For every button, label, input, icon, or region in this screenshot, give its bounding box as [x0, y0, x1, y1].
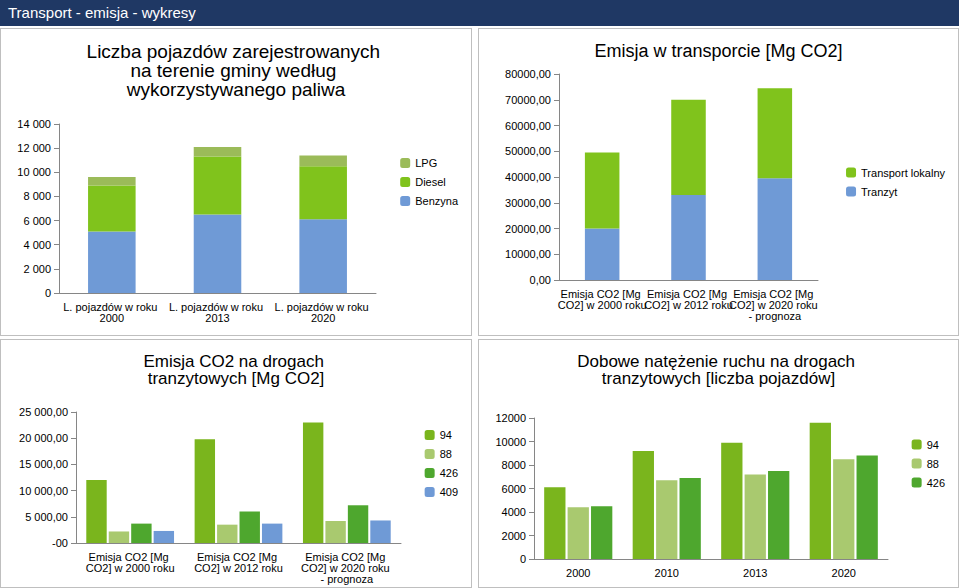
svg-text:40000,00: 40000,00 — [505, 171, 551, 183]
svg-text:tranzytowych [liczba pojazdów]: tranzytowych [liczba pojazdów] — [602, 369, 835, 388]
svg-text:88: 88 — [440, 448, 452, 460]
svg-text:2000: 2000 — [100, 312, 124, 324]
svg-text:2013: 2013 — [743, 567, 767, 579]
svg-text:409: 409 — [440, 486, 458, 498]
html-text:Transport - emisja - wykresy: Transport - emisja - wykresy — [8, 4, 196, 21]
svg-text:Emisja w transporcie [Mg CO2]: Emisja w transporcie [Mg CO2] — [594, 41, 842, 61]
svg-text:0: 0 — [520, 553, 526, 565]
svg-text:60000,00: 60000,00 — [505, 120, 551, 132]
svg-text:Emisja CO2 [Mg: Emisja CO2 [Mg — [196, 550, 281, 563]
svg-text:-00: -00 — [52, 537, 68, 549]
svg-text:Diesel: Diesel — [415, 176, 446, 188]
svg-text:L. pojazdów w roku: L. pojazdów w roku — [63, 300, 161, 313]
svg-text:8 000: 8 000 — [23, 190, 51, 202]
svg-text:Emisja CO2 [Mg: Emisja CO2 [Mg — [305, 550, 389, 563]
svg-text:20 000,00: 20 000,00 — [19, 432, 68, 444]
svg-text:426: 426 — [927, 477, 945, 489]
svg-text:L. pojazdów w roku: L. pojazdów w roku — [168, 300, 267, 313]
svg-text:2020: 2020 — [832, 567, 856, 579]
svg-text:Dobowe natężenie ruchu na drog: Dobowe natężenie ruchu na drogach — [577, 352, 860, 371]
svg-text:14 000: 14 000 — [17, 118, 51, 130]
svg-text:CO2] w 2000 roku: CO2] w 2000 roku — [86, 562, 175, 574]
svg-text:tranzytowych [Mg CO2]: tranzytowych [Mg CO2] — [148, 369, 325, 388]
svg-text:LPG: LPG — [415, 157, 437, 169]
svg-text:8000: 8000 — [502, 459, 526, 471]
svg-text:12 000: 12 000 — [17, 142, 51, 154]
svg-text:94: 94 — [440, 429, 452, 441]
svg-text:4 000: 4 000 — [23, 239, 51, 251]
svg-text:2000: 2000 — [566, 567, 590, 579]
svg-text:0,00: 0,00 — [530, 274, 551, 286]
svg-text:CO2] w 2020 roku: CO2] w 2020 roku — [301, 561, 393, 574]
svg-text:Emisja CO2 [Mg: Emisja CO2 [Mg — [646, 287, 731, 300]
svg-text:15 000,00: 15 000,00 — [19, 458, 68, 470]
svg-text:10000: 10000 — [495, 436, 526, 448]
svg-text:Emisja CO2 [Mg: Emisja CO2 [Mg — [733, 287, 817, 300]
svg-text:- prognoza: - prognoza — [321, 573, 374, 585]
svg-text:2010: 2010 — [655, 567, 679, 579]
svg-text:5 000,00: 5 000,00 — [25, 511, 68, 523]
svg-text:426: 426 — [440, 467, 458, 479]
svg-text:94: 94 — [927, 439, 939, 451]
svg-text:2 000: 2 000 — [23, 263, 51, 275]
svg-text:2020: 2020 — [311, 312, 335, 324]
svg-text:4000: 4000 — [502, 506, 526, 518]
svg-text:30000,00: 30000,00 — [505, 197, 551, 209]
svg-text:CO2] w 2000 roku: CO2] w 2000 roku — [558, 299, 647, 311]
svg-text:88: 88 — [927, 458, 939, 470]
svg-text:20000,00: 20000,00 — [505, 223, 551, 235]
svg-text:Transport lokalny: Transport lokalny — [861, 167, 945, 179]
svg-text:6000: 6000 — [502, 483, 526, 495]
svg-text:- prognoza: - prognoza — [749, 310, 802, 322]
svg-text:10 000: 10 000 — [17, 166, 51, 178]
svg-text:80000,00: 80000,00 — [505, 68, 551, 80]
svg-text:70000,00: 70000,00 — [505, 94, 551, 106]
svg-text:L. pojazdów w roku: L. pojazdów w roku — [274, 300, 372, 313]
svg-text:2000: 2000 — [502, 530, 526, 542]
svg-text:na terenie gminy według: na terenie gminy według — [130, 60, 341, 81]
svg-text:50000,00: 50000,00 — [505, 145, 551, 157]
svg-text:Benzyna: Benzyna — [415, 195, 459, 207]
svg-text:Emisja CO2 [Mg: Emisja CO2 [Mg — [88, 550, 172, 563]
svg-text:10 000,00: 10 000,00 — [19, 485, 68, 497]
svg-text:wykorzystywanego paliwa: wykorzystywanego paliwa — [126, 79, 346, 100]
svg-text:2013: 2013 — [205, 312, 229, 324]
svg-text:12000: 12000 — [495, 412, 526, 424]
svg-text:CO2] w 2012 roku: CO2] w 2012 roku — [194, 562, 283, 574]
svg-text:10000,00: 10000,00 — [505, 248, 551, 260]
svg-text:25 000,00: 25 000,00 — [19, 406, 68, 418]
svg-text:Tranzyt: Tranzyt — [861, 186, 897, 198]
svg-text:0: 0 — [45, 287, 51, 299]
svg-text:CO2] w 2020 roku: CO2] w 2020 roku — [729, 298, 821, 311]
svg-text:Emisja CO2 [Mg: Emisja CO2 [Mg — [560, 287, 644, 300]
svg-text:CO2] w 2012 roku: CO2] w 2012 roku — [644, 299, 733, 311]
svg-text:6 000: 6 000 — [23, 215, 51, 227]
svg-text:Liczba pojazdów zarejestrowany: Liczba pojazdów zarejestrowanych — [87, 41, 386, 62]
svg-text:Emisja CO2 na drogach: Emisja CO2 na drogach — [143, 352, 329, 371]
